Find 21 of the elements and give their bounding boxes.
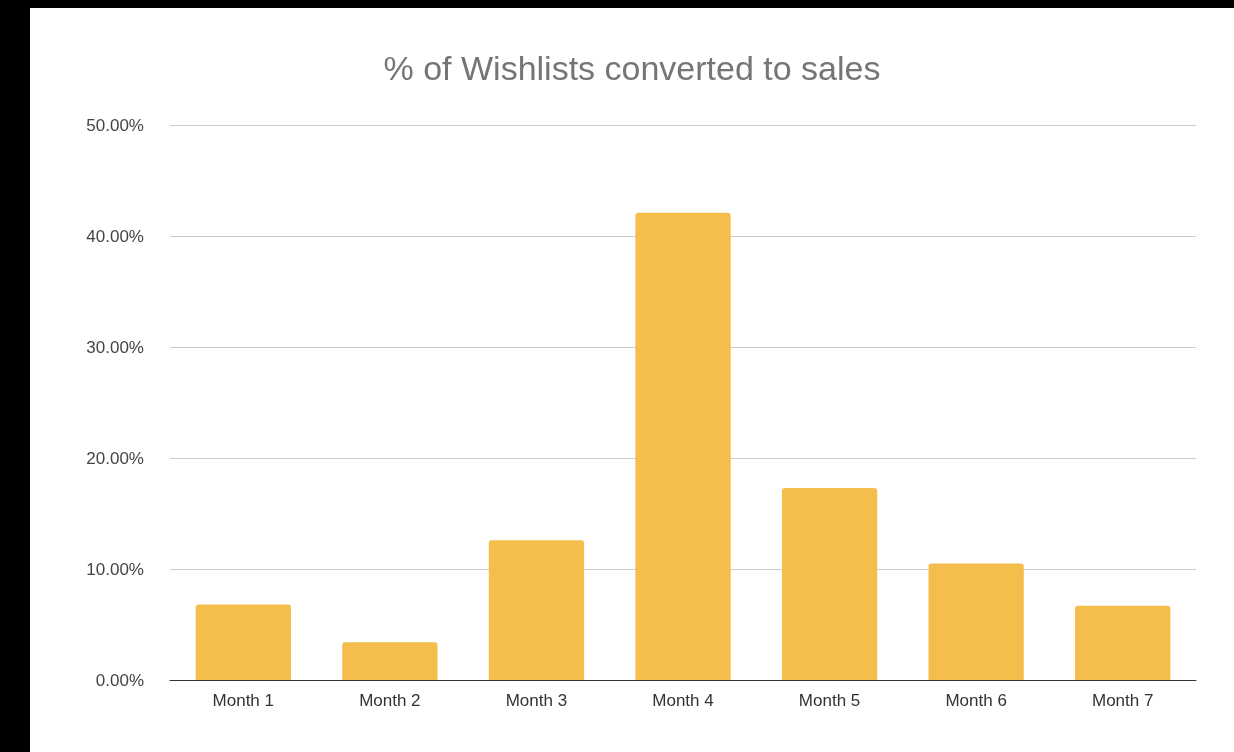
y-tick-label: 40.00% (86, 226, 144, 246)
x-tick-label: Month 3 (505, 691, 568, 710)
bar (635, 212, 731, 680)
x-tick-label: Month 6 (945, 691, 1007, 710)
y-tick-label: 10.00% (86, 559, 144, 579)
bar (342, 642, 438, 680)
bar (1075, 605, 1171, 680)
y-tick-label: 20.00% (86, 448, 144, 468)
x-tick-label: Month 5 (798, 691, 861, 710)
x-tick-label: Month 7 (1092, 691, 1154, 710)
y-tick-label: 0.00% (95, 670, 144, 690)
x-tick-label: Month 4 (652, 691, 714, 710)
x-tick-label: Month 2 (359, 691, 421, 710)
x-tick-label: Month 1 (212, 691, 274, 710)
y-tick-label: 30.00% (86, 337, 144, 357)
y-tick-label: 50.00% (86, 115, 144, 135)
bar (928, 563, 1024, 680)
chart-title: % of Wishlists converted to sales (383, 49, 881, 87)
bar (195, 604, 291, 680)
bar (488, 540, 585, 680)
bar (781, 487, 878, 680)
